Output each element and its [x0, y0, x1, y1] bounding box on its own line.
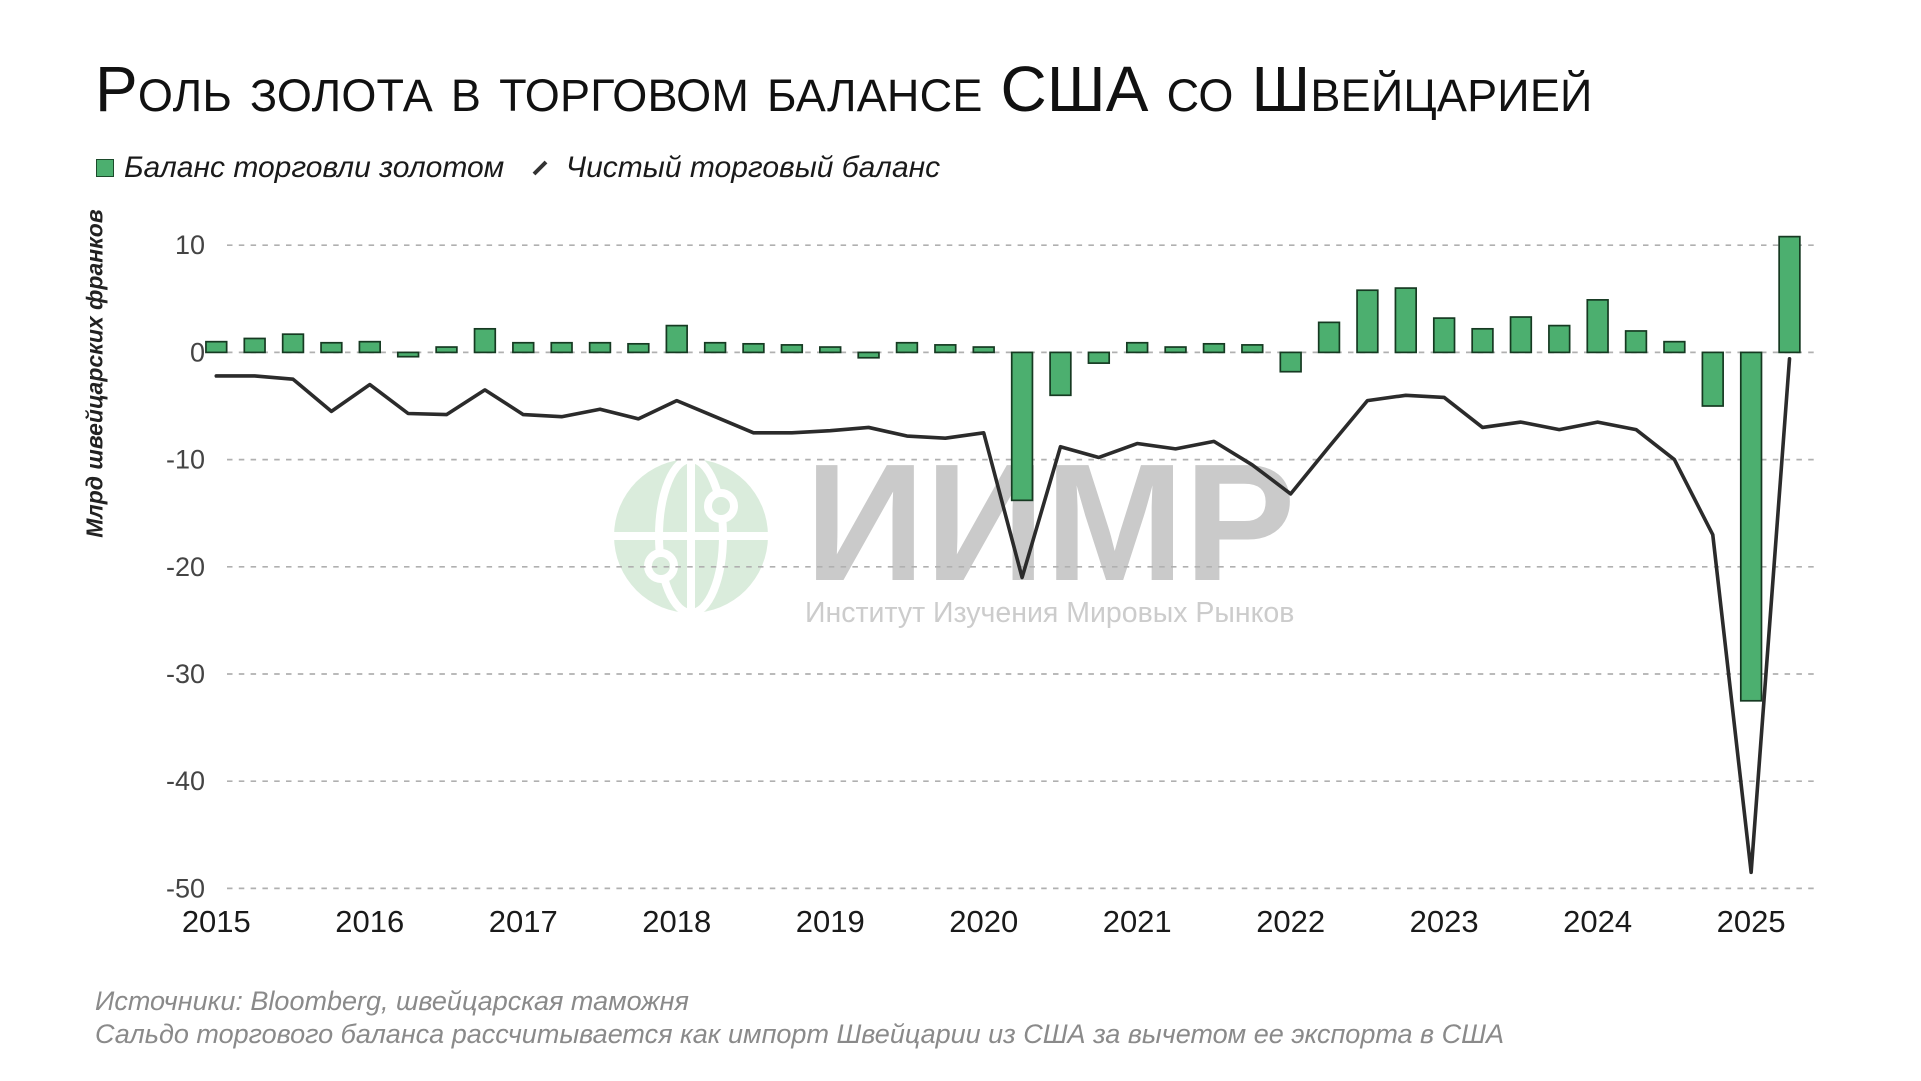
- svg-text:2017: 2017: [489, 904, 558, 939]
- svg-text:2019: 2019: [796, 904, 865, 939]
- svg-text:2016: 2016: [335, 904, 404, 939]
- svg-text:Институт Изучения Мировых Рынк: Институт Изучения Мировых Рынков: [805, 597, 1294, 629]
- svg-text:2018: 2018: [642, 904, 711, 939]
- svg-text:2022: 2022: [1256, 904, 1325, 939]
- svg-text:-10: -10: [166, 445, 205, 475]
- svg-text:2024: 2024: [1563, 904, 1632, 939]
- svg-text:2021: 2021: [1103, 904, 1172, 939]
- svg-text:-50: -50: [166, 873, 205, 903]
- svg-text:2025: 2025: [1717, 904, 1786, 939]
- svg-text:2023: 2023: [1410, 904, 1479, 939]
- svg-text:10: 10: [175, 230, 205, 260]
- svg-text:-20: -20: [166, 552, 205, 582]
- svg-text:-30: -30: [166, 659, 205, 689]
- svg-text:2020: 2020: [949, 904, 1018, 939]
- svg-text:0: 0: [190, 337, 205, 367]
- svg-text:ИИМР: ИИМР: [805, 430, 1296, 616]
- svg-text:2015: 2015: [182, 904, 251, 939]
- svg-text:-40: -40: [166, 766, 205, 796]
